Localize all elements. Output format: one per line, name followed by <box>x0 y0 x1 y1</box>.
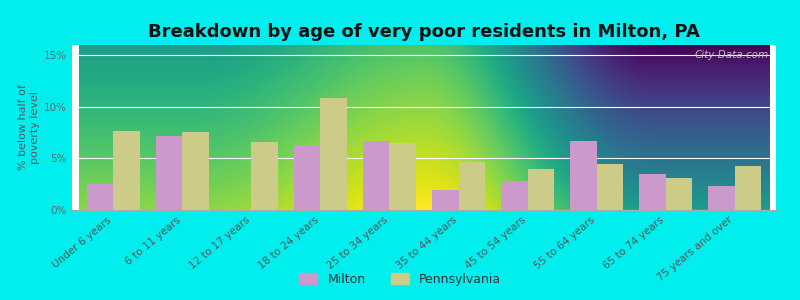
Bar <box>432 190 458 210</box>
Bar <box>502 181 527 210</box>
Title: Breakdown by age of very poor residents in Milton, PA: Breakdown by age of very poor residents … <box>148 23 700 41</box>
Y-axis label: % below half of
poverty level: % below half of poverty level <box>18 85 40 170</box>
Bar <box>639 174 666 210</box>
Bar <box>597 164 622 210</box>
Bar <box>458 161 485 210</box>
Bar <box>114 130 140 210</box>
Bar <box>708 186 734 210</box>
Bar <box>527 169 554 210</box>
Bar <box>156 136 182 210</box>
Bar <box>390 143 416 210</box>
Bar <box>87 184 114 210</box>
Bar <box>570 141 597 210</box>
Bar <box>363 141 390 210</box>
Bar <box>321 98 346 210</box>
Bar <box>251 142 278 210</box>
Text: City-Data.com: City-Data.com <box>695 50 769 60</box>
Legend: Milton, Pennsylvania: Milton, Pennsylvania <box>294 268 506 291</box>
Bar <box>666 178 692 210</box>
Bar <box>734 166 761 210</box>
Bar <box>294 145 321 210</box>
Bar <box>182 132 209 210</box>
